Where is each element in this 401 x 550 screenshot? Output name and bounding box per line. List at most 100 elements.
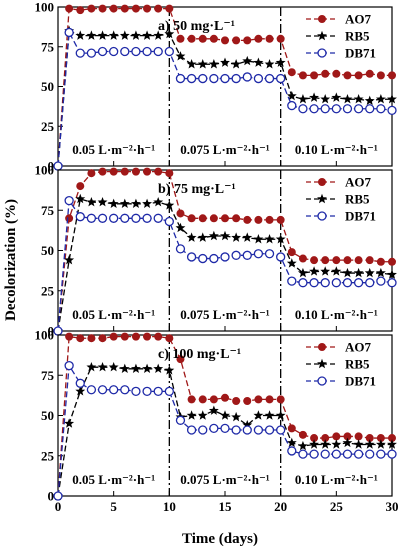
point-db71 — [142, 46, 152, 57]
point-rb5 — [231, 411, 242, 422]
point-rb5 — [353, 439, 364, 449]
point-rb5 — [164, 28, 175, 39]
point-ao7 — [365, 256, 374, 265]
point-db71 — [75, 48, 85, 58]
point-ao7 — [243, 215, 252, 224]
point-rb5 — [253, 234, 264, 244]
point-rb5 — [197, 59, 208, 69]
point-rb5 — [142, 198, 153, 209]
x-axis-label: Time (days) — [182, 531, 258, 547]
point-db71 — [376, 449, 386, 459]
legend-marker-db71 — [317, 48, 327, 58]
point-ao7 — [254, 215, 263, 224]
point-rb5 — [231, 232, 242, 242]
y-tick-label: 50 — [41, 408, 54, 423]
point-rb5 — [275, 234, 286, 244]
point-db71 — [120, 213, 130, 223]
point-rb5 — [275, 57, 286, 67]
point-rb5 — [387, 269, 397, 279]
legend-marker-ao7 — [318, 178, 326, 186]
point-rb5 — [208, 405, 219, 415]
point-ao7 — [76, 6, 85, 15]
point-ao7 — [298, 254, 307, 263]
point-db71 — [276, 425, 286, 435]
legend-label-ao7: AO7 — [345, 12, 372, 27]
point-rb5 — [342, 267, 353, 278]
point-rb5 — [119, 198, 130, 209]
point-rb5 — [130, 363, 141, 374]
panel-c: 0 25 50 75 100 0 5 10 15 20 25 30 c) 100 mg·L⁻¹ 0.05 … — [35, 328, 399, 515]
y-tick-label: 100 — [35, 328, 55, 343]
point-db71 — [342, 278, 353, 288]
point-ao7 — [343, 256, 352, 265]
point-db71 — [97, 385, 108, 395]
point-rb5 — [309, 92, 320, 102]
point-db71 — [342, 449, 353, 459]
point-ao7 — [87, 4, 96, 13]
flux-label: 0.10 L·m⁻²·h⁻¹ — [295, 307, 378, 322]
point-rb5 — [164, 365, 175, 375]
y-tick-label: 75 — [41, 368, 55, 383]
point-ao7 — [365, 69, 374, 78]
point-db71 — [220, 423, 230, 434]
point-ao7 — [143, 4, 152, 13]
point-ao7 — [154, 4, 163, 13]
y-tick-label: 0 — [48, 489, 55, 504]
point-rb5 — [331, 439, 342, 449]
point-ao7 — [376, 434, 385, 443]
point-db71 — [153, 46, 163, 57]
point-rb5 — [309, 266, 320, 276]
point-ao7 — [354, 256, 363, 265]
legend-marker-ao7 — [318, 343, 326, 351]
point-db71 — [175, 415, 186, 425]
point-rb5 — [97, 362, 108, 372]
y-tick-label: 50 — [41, 243, 54, 258]
point-ao7 — [321, 69, 330, 78]
point-db71 — [86, 48, 97, 58]
point-rb5 — [86, 197, 97, 207]
point-rb5 — [242, 55, 253, 66]
point-ao7 — [187, 214, 196, 223]
point-rb5 — [208, 230, 219, 241]
point-db71 — [86, 385, 97, 395]
legend-label-ao7: AO7 — [345, 340, 372, 355]
y-tick-label: 75 — [41, 203, 55, 218]
point-rb5 — [320, 94, 331, 104]
legend-marker-db71 — [317, 376, 327, 386]
point-db71 — [365, 278, 375, 288]
point-ao7 — [221, 36, 229, 45]
point-ao7 — [209, 395, 218, 404]
y-tick-label: 100 — [35, 0, 55, 15]
point-db71 — [231, 250, 241, 260]
legend-label-rb5: RB5 — [345, 192, 370, 207]
point-db71 — [164, 386, 174, 397]
point-db71 — [186, 252, 197, 262]
point-ao7 — [120, 332, 129, 341]
point-db71 — [376, 104, 386, 114]
flux-label: 0.10 L·m⁻²·h⁻¹ — [295, 472, 378, 487]
point-rb5 — [364, 439, 375, 449]
point-rb5 — [130, 30, 141, 40]
point-db71 — [97, 213, 108, 223]
point-ao7 — [154, 332, 163, 341]
point-rb5 — [108, 30, 119, 40]
point-db71 — [209, 423, 219, 434]
point-rb5 — [242, 232, 253, 242]
point-rb5 — [64, 418, 75, 428]
point-rb5 — [331, 92, 342, 102]
point-rb5 — [75, 30, 86, 40]
point-rb5 — [342, 437, 353, 448]
point-db71 — [75, 212, 85, 222]
y-tick-label: 0 — [48, 324, 55, 339]
point-ao7 — [120, 4, 129, 13]
point-db71 — [220, 73, 230, 84]
legend-marker-rb5 — [317, 30, 327, 41]
panel-title: b) 75 mg·L⁻¹ — [158, 182, 236, 197]
point-ao7 — [109, 167, 118, 176]
y-tick-label: 25 — [41, 283, 55, 298]
point-ao7 — [131, 332, 140, 341]
legend-label-db71: DB71 — [345, 209, 376, 224]
point-ao7 — [376, 257, 385, 266]
point-ao7 — [65, 214, 74, 223]
